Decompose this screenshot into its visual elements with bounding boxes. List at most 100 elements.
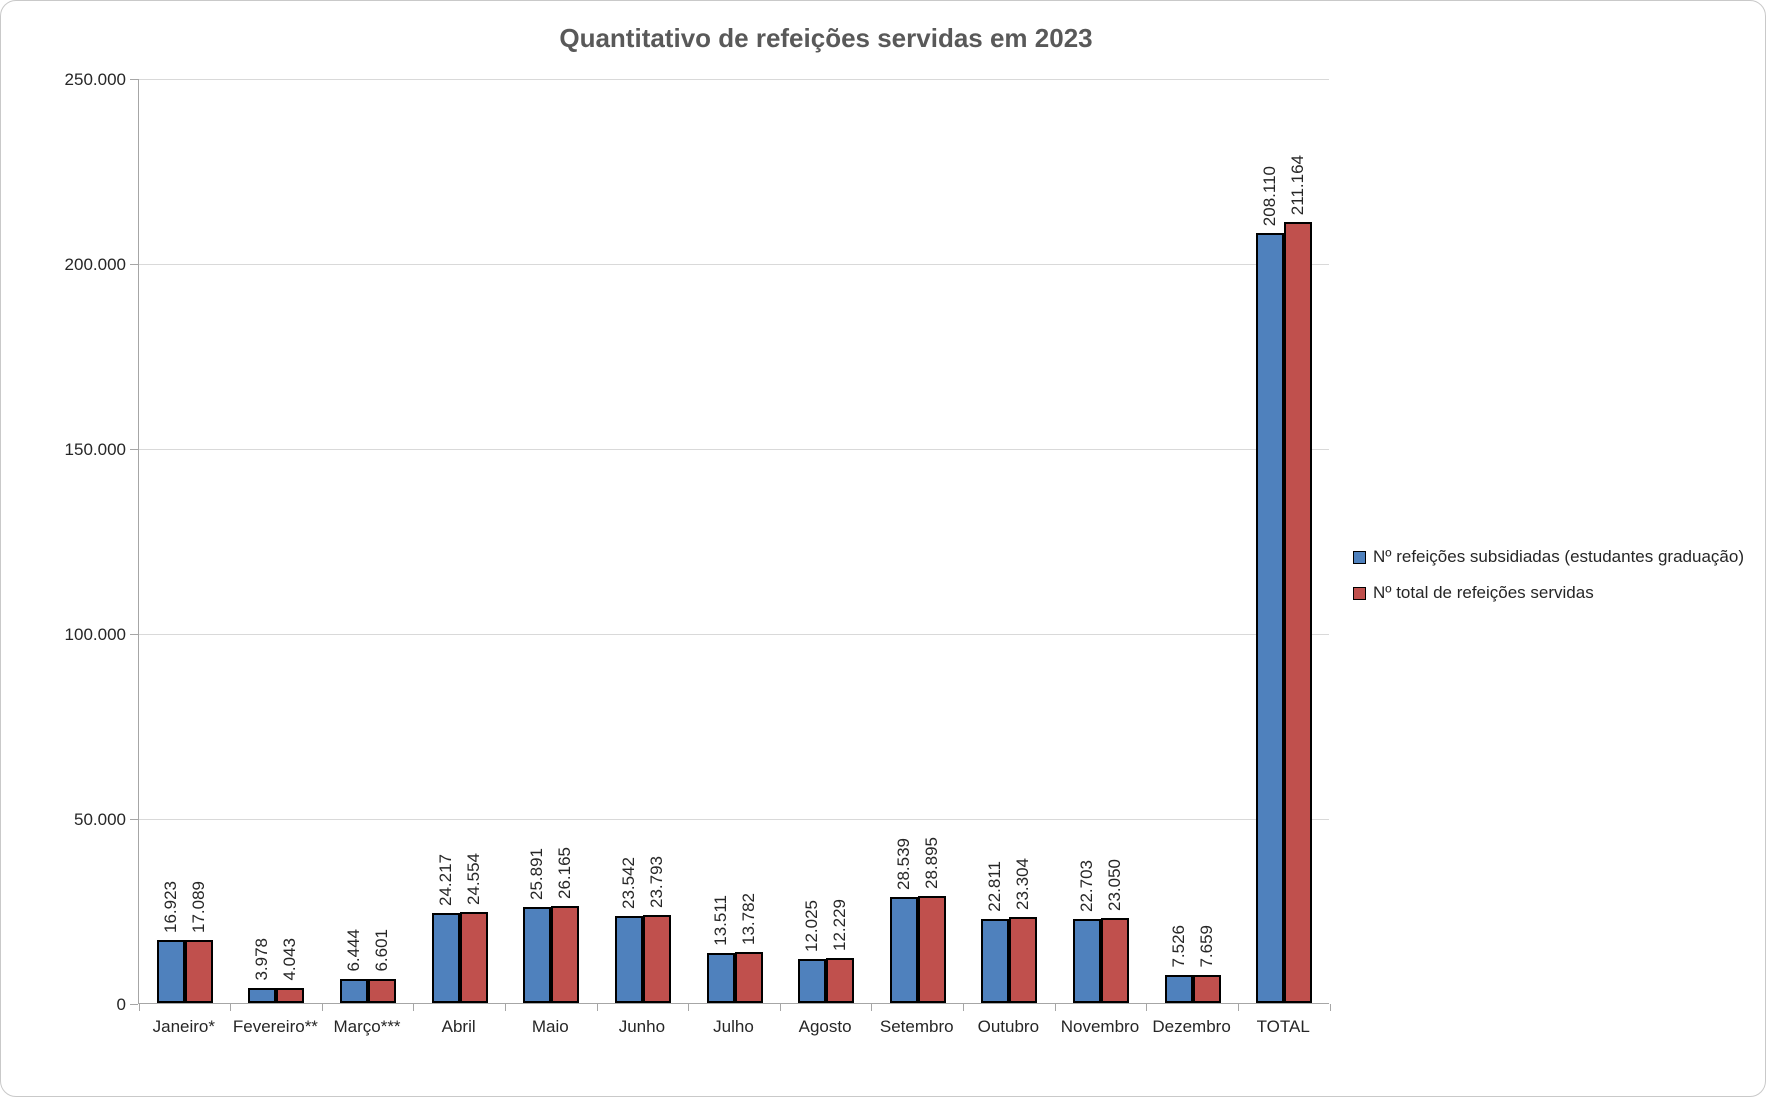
bar-total: [917, 896, 946, 1003]
x-axis-tick: [1329, 1004, 1331, 1011]
value-label: 22.703: [1076, 860, 1096, 912]
value-label: 17.089: [188, 881, 208, 933]
bar-subsidiadas: [340, 979, 369, 1003]
bar-subsidiadas: [248, 988, 277, 1003]
bar-total: [1100, 918, 1129, 1003]
value-label: 7.526: [1168, 925, 1188, 968]
bar-subsidiadas: [889, 897, 918, 1003]
category-label: Maio: [531, 1017, 569, 1036]
legend-item-subsidiadas: Nº refeições subsidiadas (estudantes gra…: [1353, 547, 1744, 567]
value-label: 12.025: [802, 900, 822, 952]
x-axis-tick: [321, 1004, 323, 1011]
value-label: 25.891: [527, 848, 547, 900]
value-label: 23.793: [646, 856, 666, 908]
gridline: [139, 263, 1329, 265]
x-axis-tick: [963, 1004, 965, 1011]
value-label: 23.304: [1013, 858, 1033, 910]
y-axis-label: 0: [116, 995, 126, 1014]
x-axis-tick: [1237, 1004, 1239, 1011]
gridline: [139, 633, 1329, 635]
x-axis-tick: [230, 1004, 232, 1011]
bar-subsidiadas: [981, 919, 1010, 1003]
x-axis-tick: [1054, 1004, 1056, 1011]
legend-item-total: Nº total de refeições servidas: [1353, 583, 1744, 603]
bar-total: [459, 912, 488, 1003]
value-label: 24.217: [435, 854, 455, 906]
y-axis-tick: [130, 1003, 138, 1005]
gridline: [139, 78, 1329, 80]
y-axis-label: 150.000: [64, 440, 126, 459]
value-label: 211.164: [1288, 154, 1308, 215]
gridline: [139, 818, 1329, 820]
category-label: Abril: [441, 1017, 476, 1036]
category-label: Fevereiro**: [232, 1017, 318, 1036]
bar-total: [642, 915, 671, 1003]
value-label: 23.542: [618, 857, 638, 909]
x-axis-tick: [688, 1004, 690, 1011]
value-label: 3.978: [252, 938, 272, 981]
x-axis-tick: [871, 1004, 873, 1011]
bar-subsidiadas: [706, 953, 735, 1003]
x-axis-tick: [504, 1004, 506, 1011]
value-label: 12.229: [830, 899, 850, 951]
bar-subsidiadas: [523, 907, 552, 1003]
category-label: Dezembro: [1152, 1017, 1231, 1036]
category-label: Agosto: [798, 1017, 852, 1036]
gridline: [139, 448, 1329, 450]
y-axis-tick: [130, 263, 138, 265]
bar-total: [1284, 222, 1313, 1003]
category-label: Novembro: [1060, 1017, 1140, 1036]
bar-subsidiadas: [1164, 975, 1193, 1003]
bar-subsidiadas: [1256, 233, 1285, 1003]
chart-title: Quantitativo de refeições servidas em 20…: [559, 23, 1093, 53]
bar-subsidiadas: [614, 916, 643, 1003]
bar-subsidiadas: [156, 940, 185, 1003]
x-axis-tick: [138, 1004, 140, 1011]
value-label: 7.659: [1196, 925, 1216, 968]
y-axis-tick: [130, 818, 138, 820]
legend-marker-blue-icon: [1353, 550, 1366, 564]
category-label: Março***: [333, 1017, 401, 1036]
y-axis-tick: [130, 78, 138, 80]
value-label: 24.554: [463, 853, 483, 905]
y-axis-label: 250.000: [64, 70, 126, 89]
value-label: 6.444: [344, 929, 364, 972]
legend-marker-red-icon: [1353, 586, 1366, 600]
bar-total: [1009, 917, 1038, 1003]
y-axis-label: 100.000: [64, 625, 126, 644]
category-label: Julho: [713, 1017, 754, 1036]
legend-label-total: Nº total de refeições servidas: [1373, 583, 1594, 602]
bar-subsidiadas: [1072, 919, 1101, 1003]
bar-total: [734, 952, 763, 1003]
bar-total: [184, 940, 213, 1003]
y-axis-label: 200.000: [64, 255, 126, 274]
bar-subsidiadas: [798, 959, 827, 1003]
bar-total: [368, 979, 397, 1003]
bar-subsidiadas: [431, 913, 460, 1003]
bar-total: [1192, 975, 1221, 1003]
value-label: 26.165: [555, 847, 575, 899]
value-label: 13.511: [710, 895, 730, 946]
legend: Nº refeições subsidiadas (estudantes gra…: [1353, 547, 1744, 603]
x-axis-tick: [596, 1004, 598, 1011]
category-label: TOTAL: [1256, 1017, 1310, 1036]
bar-total: [276, 988, 305, 1003]
category-label: Setembro: [879, 1017, 954, 1036]
value-label: 6.601: [372, 929, 392, 972]
value-label: 208.110: [1260, 165, 1280, 226]
value-label: 23.050: [1104, 859, 1124, 911]
plot-area: 16.923 3.978 6.444 24.217 25.891 23.542 13.511…: [130, 78, 1331, 1011]
category-label: Junho: [618, 1017, 666, 1036]
value-label: 28.539: [893, 838, 913, 890]
bar-total: [826, 958, 855, 1003]
legend-label-subsidiadas: Nº refeições subsidiadas (estudantes gra…: [1373, 547, 1744, 566]
value-label: 28.895: [921, 837, 941, 889]
category-label: Janeiro*: [152, 1017, 215, 1036]
bar-total: [551, 906, 580, 1003]
x-axis-tick: [413, 1004, 415, 1011]
y-axis-label: 50.000: [74, 810, 126, 829]
value-label: 16.923: [160, 881, 180, 933]
x-axis-tick: [779, 1004, 781, 1011]
value-label: 13.782: [738, 893, 758, 945]
